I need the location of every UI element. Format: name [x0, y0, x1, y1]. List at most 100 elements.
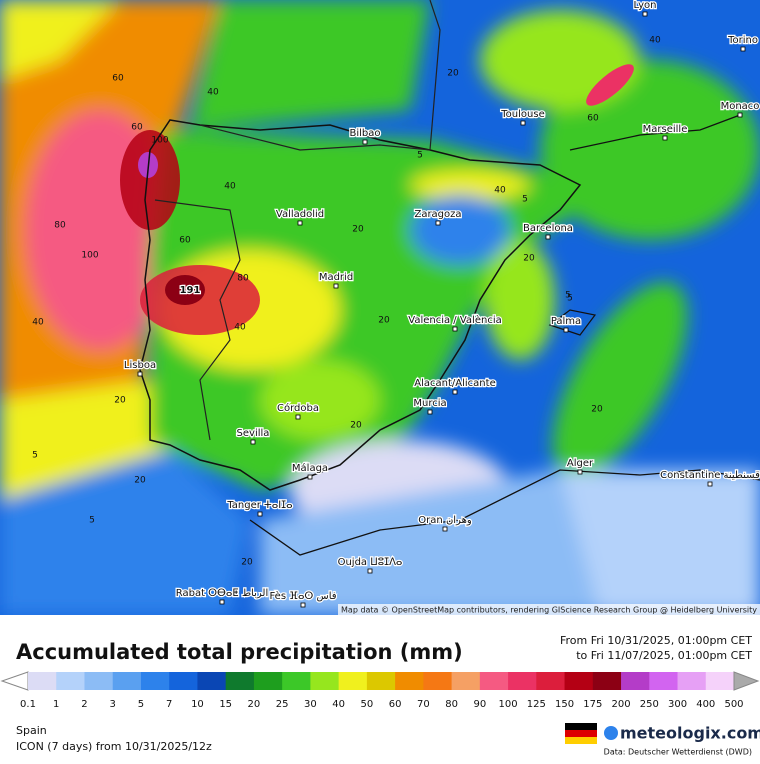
city-marker	[452, 326, 458, 332]
city-marker	[662, 135, 668, 141]
contour-label: 80	[54, 221, 66, 231]
legend-swatch	[677, 672, 707, 690]
legend-swatch	[112, 672, 142, 690]
contour-label: 20	[591, 405, 603, 415]
legend-label: 5	[138, 699, 144, 710]
contour-label: 5	[522, 195, 528, 205]
contour-label: 40	[224, 182, 236, 192]
contour-label: 20	[523, 254, 535, 264]
coastline	[249, 469, 760, 556]
legend-label: 2	[81, 699, 87, 710]
map-labels: Bilbao Toulouse Lyon Torino Monaco Marseille V…	[32, 0, 760, 608]
contour-label: 20	[350, 421, 362, 431]
legend-swatch	[310, 672, 340, 690]
city-marker	[362, 139, 368, 145]
city-label: Lisboa	[124, 360, 156, 371]
city-marker	[577, 469, 583, 475]
legend-label: 3	[110, 699, 116, 710]
legend-arrow-high	[733, 671, 760, 691]
legend-swatch	[282, 672, 311, 690]
legend-label: 10	[191, 699, 204, 710]
contour-label: 5	[89, 516, 95, 526]
legend-label: 25	[276, 699, 289, 710]
legend-label: 150	[555, 699, 574, 710]
legend-label: 400	[696, 699, 715, 710]
legend-label: 60	[389, 699, 402, 710]
contour-label: 20	[352, 225, 364, 235]
city-marker	[367, 568, 373, 574]
contour-label: 5	[565, 291, 571, 301]
city-marker	[295, 414, 301, 420]
city-marker	[257, 511, 263, 517]
city-label: Constantine قسنطينة	[660, 470, 760, 481]
legend: 0.1 1 2 3 5 7 10 15 20 25 30 40 50 60 70 80 90 100 125 150 1…	[0, 671, 760, 710]
legend-label: 1	[53, 699, 59, 710]
contour-label: 20	[378, 316, 390, 326]
legend-swatch	[366, 672, 396, 690]
from: From Fri 10/31/2025, 01:00pm CET	[560, 634, 752, 647]
city-marker	[297, 220, 303, 226]
legend-swatch	[197, 672, 227, 690]
brand: meteologix.com	[620, 724, 760, 743]
city-marker	[563, 327, 569, 333]
city-label: Murcia	[413, 398, 446, 409]
border	[154, 199, 241, 441]
legend-arrow-low	[0, 671, 29, 691]
city-label: Torino	[727, 35, 758, 46]
region: Spain	[16, 724, 47, 737]
legend-swatch	[564, 672, 594, 690]
contour-label: 80	[237, 274, 249, 284]
city-marker	[545, 234, 551, 240]
contour-label: 100	[81, 251, 98, 261]
legend-label: 0.1	[20, 699, 36, 710]
city-marker	[137, 371, 143, 377]
city-label: Marseille	[643, 124, 688, 135]
city-label: Monaco	[721, 101, 760, 112]
city-label: Valladolid	[276, 209, 324, 220]
city-label: Fès ⴼⴰⵙ فاس	[269, 590, 336, 602]
legend-swatch	[28, 672, 57, 690]
contour-label: 60	[131, 123, 143, 133]
city-label: Córdoba	[277, 402, 319, 414]
legend-label: 300	[668, 699, 687, 710]
contour-label: 100	[151, 136, 168, 146]
legend-label: 15	[219, 699, 232, 710]
flag	[565, 723, 597, 744]
contour-label: 40	[649, 36, 661, 46]
max-label: 191	[180, 285, 201, 296]
legend-label: 40	[332, 699, 345, 710]
legend-label: 175	[583, 699, 602, 710]
legend-swatch	[423, 672, 453, 690]
legend-label: 200	[611, 699, 630, 710]
coastline	[569, 114, 741, 151]
contour-label: 60	[112, 74, 124, 84]
legend-label: 7	[166, 699, 172, 710]
legend-label: 30	[304, 699, 317, 710]
legend-swatch	[338, 672, 368, 690]
city-marker	[707, 481, 713, 487]
legend-label: 100	[499, 699, 518, 710]
legend-swatch	[508, 672, 537, 690]
legend-swatch	[649, 672, 679, 690]
legend-label: 500	[724, 699, 743, 710]
legend-swatch	[169, 672, 198, 690]
city-label: Alacant/Alicante	[414, 378, 495, 389]
city-label: Oujda ⵡⵓⵊⴷⴰ	[338, 557, 403, 568]
coastline	[139, 119, 582, 491]
contour-label: 40	[234, 323, 246, 333]
contour-label: 5	[32, 451, 38, 461]
attribution-bg	[338, 604, 760, 615]
city-label: Lyon	[633, 0, 656, 11]
city-label: Oran وهران	[418, 515, 472, 526]
city-label: Sevilla	[237, 428, 270, 439]
city-marker	[452, 389, 458, 395]
contour-label: 60	[179, 236, 191, 246]
contour-label: 60	[587, 114, 599, 124]
legend-swatch	[84, 672, 114, 690]
city-label: Alger	[567, 458, 594, 469]
city-marker	[333, 283, 339, 289]
legend-swatch	[592, 672, 622, 690]
model: ICON (7 days) from 10/31/2025/12z	[16, 740, 212, 753]
source: Data: Deutscher Wetterdienst (DWD)	[604, 748, 752, 757]
city-marker	[737, 112, 743, 118]
